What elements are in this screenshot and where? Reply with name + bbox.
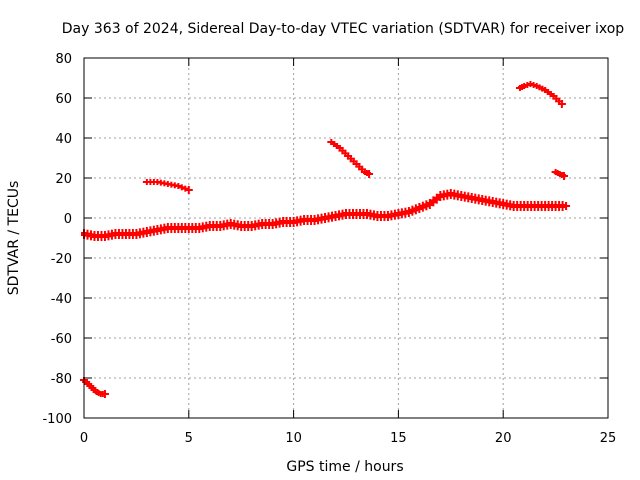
y-tick-label: 60 — [55, 92, 72, 107]
y-tick-label: -20 — [51, 252, 72, 267]
series-arc-21-23h — [515, 81, 566, 108]
y-tick-label: -60 — [51, 332, 72, 347]
chart-title: Day 363 of 2024, Sidereal Day-to-day VTE… — [62, 21, 625, 37]
y-tick-label: -40 — [51, 292, 72, 307]
data-point — [426, 199, 433, 209]
data-point — [100, 390, 109, 398]
x-tick-label: 10 — [285, 431, 302, 446]
series-arc-12-13h — [327, 139, 374, 178]
x-tick-label: 25 — [600, 431, 617, 446]
data-point — [559, 172, 568, 180]
x-tick-label: 5 — [185, 431, 193, 446]
x-tick-label: 20 — [495, 431, 512, 446]
data-point — [184, 186, 193, 194]
data-point — [365, 170, 374, 178]
y-tick-label: 0 — [64, 212, 72, 227]
y-tick-label: 80 — [55, 52, 72, 67]
gridlines — [84, 58, 608, 418]
y-axis-label: SDTVAR / TECUs — [6, 181, 22, 296]
series-arc-22-23h-low — [551, 169, 568, 180]
y-tick-label: -80 — [51, 372, 72, 387]
series-arc-3-5h — [142, 179, 193, 194]
data-points — [80, 81, 571, 398]
y-tick-label: 20 — [55, 172, 72, 187]
y-axis-ticks: -100 -80 -60 -40 -20 0 20 40 60 80 — [42, 52, 608, 427]
data-point — [562, 202, 571, 210]
x-axis-label: GPS time / hours — [286, 459, 403, 475]
y-tick-label: -100 — [42, 412, 72, 427]
data-point — [430, 196, 437, 207]
plot-frame — [83, 57, 609, 419]
data-point — [557, 100, 566, 108]
series-main-band — [81, 189, 571, 241]
x-tick-label: 0 — [80, 431, 88, 446]
data-point — [433, 193, 440, 204]
x-tick-label: 15 — [390, 431, 407, 446]
x-axis-ticks: 0 5 10 15 20 25 — [80, 58, 616, 446]
y-tick-label: 40 — [55, 132, 72, 147]
